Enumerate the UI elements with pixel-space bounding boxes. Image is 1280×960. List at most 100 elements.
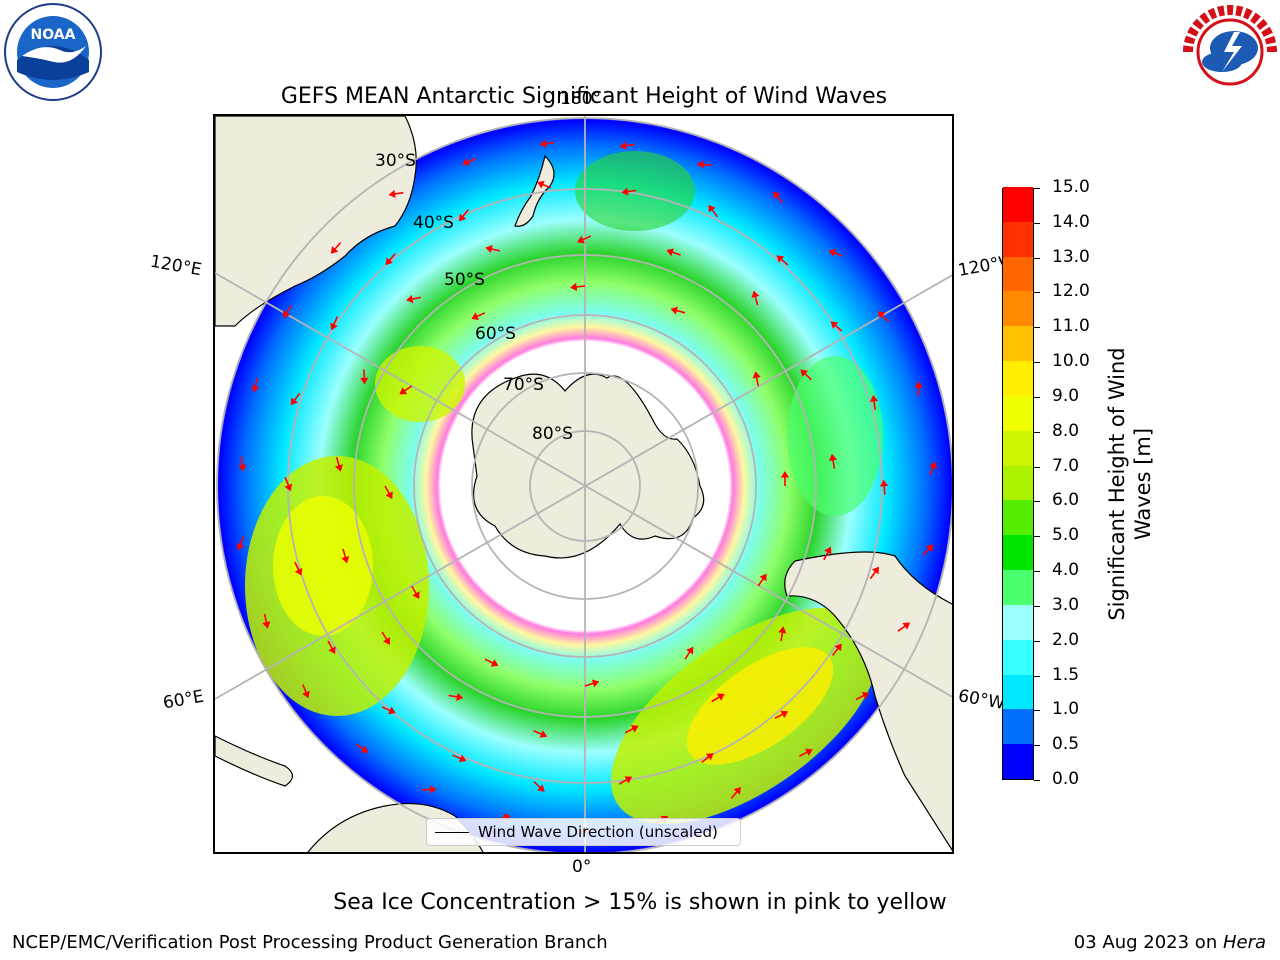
colorbar-tick-mark xyxy=(1034,257,1040,259)
colorbar-tick-label: 13.0 xyxy=(1052,246,1090,267)
colorbar-segment xyxy=(1003,639,1033,675)
wave-arrow-head xyxy=(341,555,350,564)
graticule xyxy=(215,116,952,852)
wave-arrow-head xyxy=(236,542,245,551)
wave-arrow-head xyxy=(902,622,911,630)
wave-arrow-head xyxy=(385,491,393,500)
wave-arrow-head xyxy=(328,646,336,655)
wave-arrow-head xyxy=(624,776,633,784)
colorbar-tick-mark xyxy=(1034,327,1040,329)
wave-arrow-head xyxy=(412,591,420,599)
colorbar-segment xyxy=(1003,500,1033,536)
wave-arrow-head xyxy=(360,377,369,385)
colorbar-segment xyxy=(1003,604,1033,640)
colorbar-tick-label: 9.0 xyxy=(1052,385,1080,406)
colorbar-segment xyxy=(1003,744,1033,779)
map-frame xyxy=(213,114,954,854)
wave-arrow-head xyxy=(570,282,578,292)
wave-arrow-head xyxy=(666,248,674,257)
colorbar-tick-mark xyxy=(1034,710,1040,712)
wave-arrow-head xyxy=(824,546,832,555)
colorbar-tick-mark xyxy=(1034,605,1040,607)
legend-label: Wind Wave Direction (unscaled) xyxy=(478,823,718,841)
wave-arrow-head xyxy=(716,693,725,701)
lat-label-50s: 50°S xyxy=(444,270,485,290)
colorbar-tick-label: 1.0 xyxy=(1052,699,1080,720)
wave-arrow-head xyxy=(733,786,741,795)
title-line-1: GEFS MEAN Antarctic Significant Height o… xyxy=(280,84,888,109)
wave-arrow-head xyxy=(334,464,343,472)
colorbar xyxy=(1002,186,1034,780)
wave-peak-indian xyxy=(273,496,373,636)
wave-arrow-head xyxy=(430,785,437,794)
wave-arrow-head xyxy=(696,160,704,169)
wave-arrow-head xyxy=(284,483,293,492)
wave-arrow-head xyxy=(869,395,879,402)
wave-arrow-head xyxy=(290,397,298,406)
colorbar-tick-mark xyxy=(1034,222,1040,224)
lat-label-60s: 60°S xyxy=(475,324,516,344)
antarctica xyxy=(471,373,705,559)
colorbar-tick-mark xyxy=(1034,675,1040,677)
colorbar-tick-label: 2.0 xyxy=(1052,629,1080,650)
wave-arrow-head xyxy=(388,189,396,199)
colorbar-tick-mark xyxy=(1034,362,1040,364)
wave-arrow-head xyxy=(539,730,548,738)
wave-arrow-head xyxy=(686,646,694,655)
colorbar-tick-label: 1.5 xyxy=(1052,664,1080,685)
wave-arrow-head xyxy=(828,249,837,257)
wave-arrow-head xyxy=(251,385,260,393)
map-legend: Wind Wave Direction (unscaled) xyxy=(426,818,741,846)
lon-label-60w: 60°W xyxy=(956,686,1007,714)
wave-arrow-head xyxy=(925,544,934,552)
wave-arrow-head xyxy=(773,191,781,199)
lon-label-0: 0° xyxy=(572,857,592,877)
colorbar-tick-mark xyxy=(1034,745,1040,747)
lon-label-180: 180° xyxy=(560,89,601,109)
colorbar-tick-label: 0.0 xyxy=(1052,769,1080,789)
wave-arrow-head xyxy=(456,692,464,701)
colorbar-segment xyxy=(1003,569,1033,605)
svg-text:NOAA: NOAA xyxy=(31,27,76,43)
wave-arrow-head xyxy=(880,479,889,487)
wave-arrow-head xyxy=(705,753,714,761)
wave-arrow-head xyxy=(708,204,716,213)
wave-arrow-head xyxy=(490,659,499,667)
wave-high-zone-pacific xyxy=(375,346,465,422)
wave-arrow-head xyxy=(834,643,842,652)
colorbar-tick-label: 15.0 xyxy=(1052,177,1090,197)
wave-arrow-head xyxy=(621,187,629,196)
colorbar-segment xyxy=(1003,395,1033,431)
colorbar-tick-mark xyxy=(1034,640,1040,642)
colorbar-segment xyxy=(1003,709,1033,745)
footer-credit: NCEP/EMC/Verification Post Processing Pr… xyxy=(12,932,608,953)
wave-arrow-head xyxy=(780,471,790,478)
colorbar-tick-mark xyxy=(1034,536,1040,538)
lat-label-70s: 70°S xyxy=(503,375,544,395)
colorbar-tick-mark xyxy=(1034,780,1040,781)
colorbar-tick-label: 8.0 xyxy=(1052,420,1080,441)
map-canvas xyxy=(215,116,952,852)
wave-arrow-head xyxy=(828,453,838,461)
nws-logo xyxy=(1176,4,1280,100)
wave-arrow-head xyxy=(537,784,545,792)
colorbar-tick-label: 6.0 xyxy=(1052,490,1080,511)
wave-arrow-head xyxy=(294,567,303,576)
footer-machine: Hera xyxy=(1222,932,1266,953)
wave-arrow-head xyxy=(759,573,767,582)
sea-ice-note: Sea Ice Concentration > 15% is shown in … xyxy=(333,890,947,915)
wave-arrow-head xyxy=(800,369,808,377)
wave-arrow-head xyxy=(577,235,585,244)
wave-arrow-head xyxy=(929,461,937,470)
wave-arrow-head xyxy=(591,679,600,688)
colorbar-tick-label: 5.0 xyxy=(1052,525,1080,546)
wave-arrow-head xyxy=(778,626,787,634)
colorbar-tick-label: 10.0 xyxy=(1052,351,1090,372)
colorbar-segment xyxy=(1003,535,1033,571)
colorbar-tick-mark xyxy=(1034,292,1040,294)
wave-arrow-head xyxy=(262,621,271,629)
wave-arrow-head xyxy=(238,464,247,472)
lat-label-40s: 40°S xyxy=(413,213,454,233)
colorbar-label: Significant Height of Wind Waves [m] xyxy=(1105,347,1155,621)
wave-arrow-head xyxy=(462,158,470,166)
